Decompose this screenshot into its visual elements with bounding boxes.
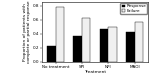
Legend: Response, Failure: Response, Failure [120,3,147,14]
Bar [74,36,82,62]
Bar [135,22,143,62]
Bar [82,18,90,62]
Bar [126,32,135,62]
Bar [56,7,64,62]
X-axis label: Treatment: Treatment [84,70,106,74]
Bar [47,46,56,62]
Y-axis label: Proportion of patients with
complete or partial response: Proportion of patients with complete or … [23,1,31,63]
Bar [100,29,108,62]
Bar [108,27,117,62]
